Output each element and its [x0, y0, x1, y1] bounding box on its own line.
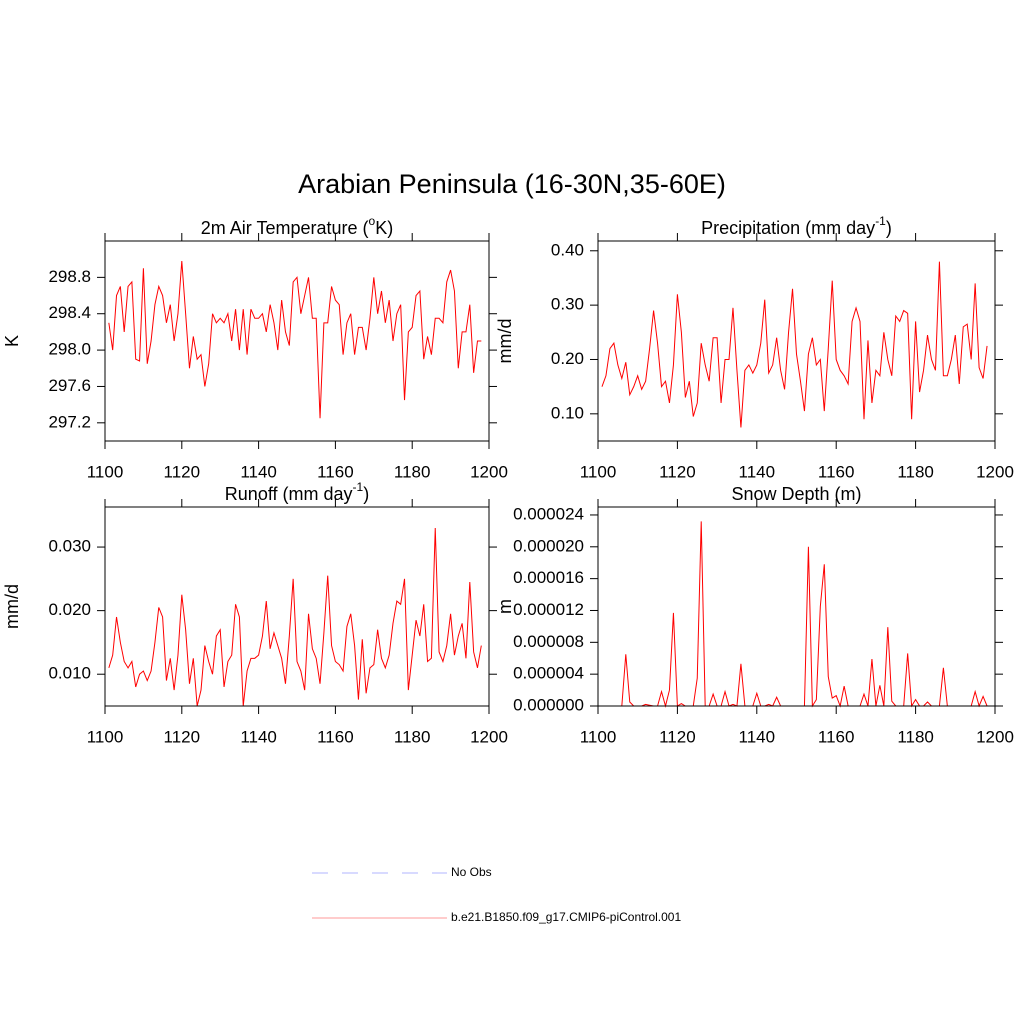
x-tick-label: 1200 — [976, 727, 1014, 746]
y-tick-label: 0.40 — [551, 240, 584, 259]
panel-title-part: ) — [886, 218, 892, 238]
x-tick-label: 1140 — [240, 462, 277, 481]
y-tick-label: 298.4 — [48, 303, 91, 322]
legend-label: b.e21.B1850.f09_g17.CMIP6-piControl.001 — [451, 910, 681, 924]
data-line — [601, 521, 988, 708]
y-axis-label: mm/d — [495, 319, 515, 364]
plot-frame — [104, 240, 490, 442]
x-tick-label: 1140 — [240, 727, 277, 746]
main-title: Arabian Peninsula (16-30N,35-60E) — [298, 169, 726, 199]
panel-title-part: 2m Air Temperature ( — [201, 218, 369, 238]
x-tick-label: 1100 — [580, 727, 617, 746]
y-axis-label: K — [2, 335, 22, 347]
data-line — [601, 261, 988, 428]
panel-title-part: K) — [375, 218, 393, 238]
data-line — [108, 527, 482, 707]
y-tick-label: 297.2 — [48, 412, 91, 431]
legend-label: No Obs — [451, 865, 492, 879]
x-tick-label: 1120 — [164, 462, 201, 481]
y-axis-label: mm/d — [2, 584, 22, 629]
y-tick-label: 0.000008 — [513, 632, 584, 651]
x-tick-label: 1180 — [897, 727, 934, 746]
y-tick-label: 0.20 — [551, 349, 584, 368]
data-line — [108, 260, 482, 419]
x-tick-label: 1120 — [659, 462, 696, 481]
x-tick-label: 1100 — [87, 727, 124, 746]
y-tick-label: 0.000000 — [513, 695, 584, 714]
panel-title: 2m Air Temperature (oK) — [201, 214, 393, 238]
x-tick-label: 1180 — [394, 462, 431, 481]
y-tick-label: 298.0 — [48, 340, 91, 359]
x-tick-label: 1140 — [739, 462, 776, 481]
y-tick-label: 298.8 — [48, 267, 91, 286]
y-tick-label: 0.000016 — [513, 568, 584, 587]
x-tick-label: 1200 — [976, 462, 1014, 481]
plot-frame — [104, 506, 490, 707]
panel-title: Precipitation (mm day-1) — [701, 214, 892, 238]
x-tick-label: 1160 — [317, 462, 354, 481]
panel-title: Runoff (mm day-1) — [225, 480, 369, 504]
x-tick-label: 1140 — [739, 727, 776, 746]
panel-title-part: -1 — [353, 480, 364, 494]
plot-frame — [597, 506, 996, 707]
x-tick-label: 1180 — [897, 462, 934, 481]
x-tick-label: 1120 — [659, 727, 696, 746]
y-tick-label: 0.000020 — [513, 536, 584, 555]
y-tick-label: 0.010 — [48, 664, 91, 683]
x-tick-label: 1160 — [818, 727, 855, 746]
x-tick-label: 1120 — [164, 727, 201, 746]
y-tick-label: 0.000004 — [513, 664, 584, 683]
y-tick-label: 297.6 — [48, 376, 91, 395]
x-tick-label: 1180 — [394, 727, 431, 746]
y-tick-label: 0.30 — [551, 295, 584, 314]
panel-title-part: o — [369, 214, 376, 228]
panel-title-part: -1 — [875, 214, 886, 228]
panel-title-part: Precipitation (mm day — [701, 218, 875, 238]
plot-frame — [597, 240, 996, 442]
panel-title: Snow Depth (m) — [731, 484, 861, 504]
y-axis-label: m — [495, 599, 515, 614]
y-tick-label: 0.030 — [48, 537, 91, 556]
x-tick-label: 1200 — [470, 727, 508, 746]
x-tick-label: 1160 — [317, 727, 354, 746]
panel-title-part: ) — [363, 484, 369, 504]
y-tick-label: 0.10 — [551, 403, 584, 422]
x-tick-label: 1100 — [87, 462, 124, 481]
x-tick-label: 1160 — [818, 462, 855, 481]
y-tick-label: 0.000024 — [513, 504, 584, 523]
panel-title-part: Runoff (mm day — [225, 484, 353, 504]
y-tick-label: 0.000012 — [513, 600, 584, 619]
x-tick-label: 1200 — [470, 462, 508, 481]
y-tick-label: 0.020 — [48, 600, 91, 619]
x-tick-label: 1100 — [580, 462, 617, 481]
